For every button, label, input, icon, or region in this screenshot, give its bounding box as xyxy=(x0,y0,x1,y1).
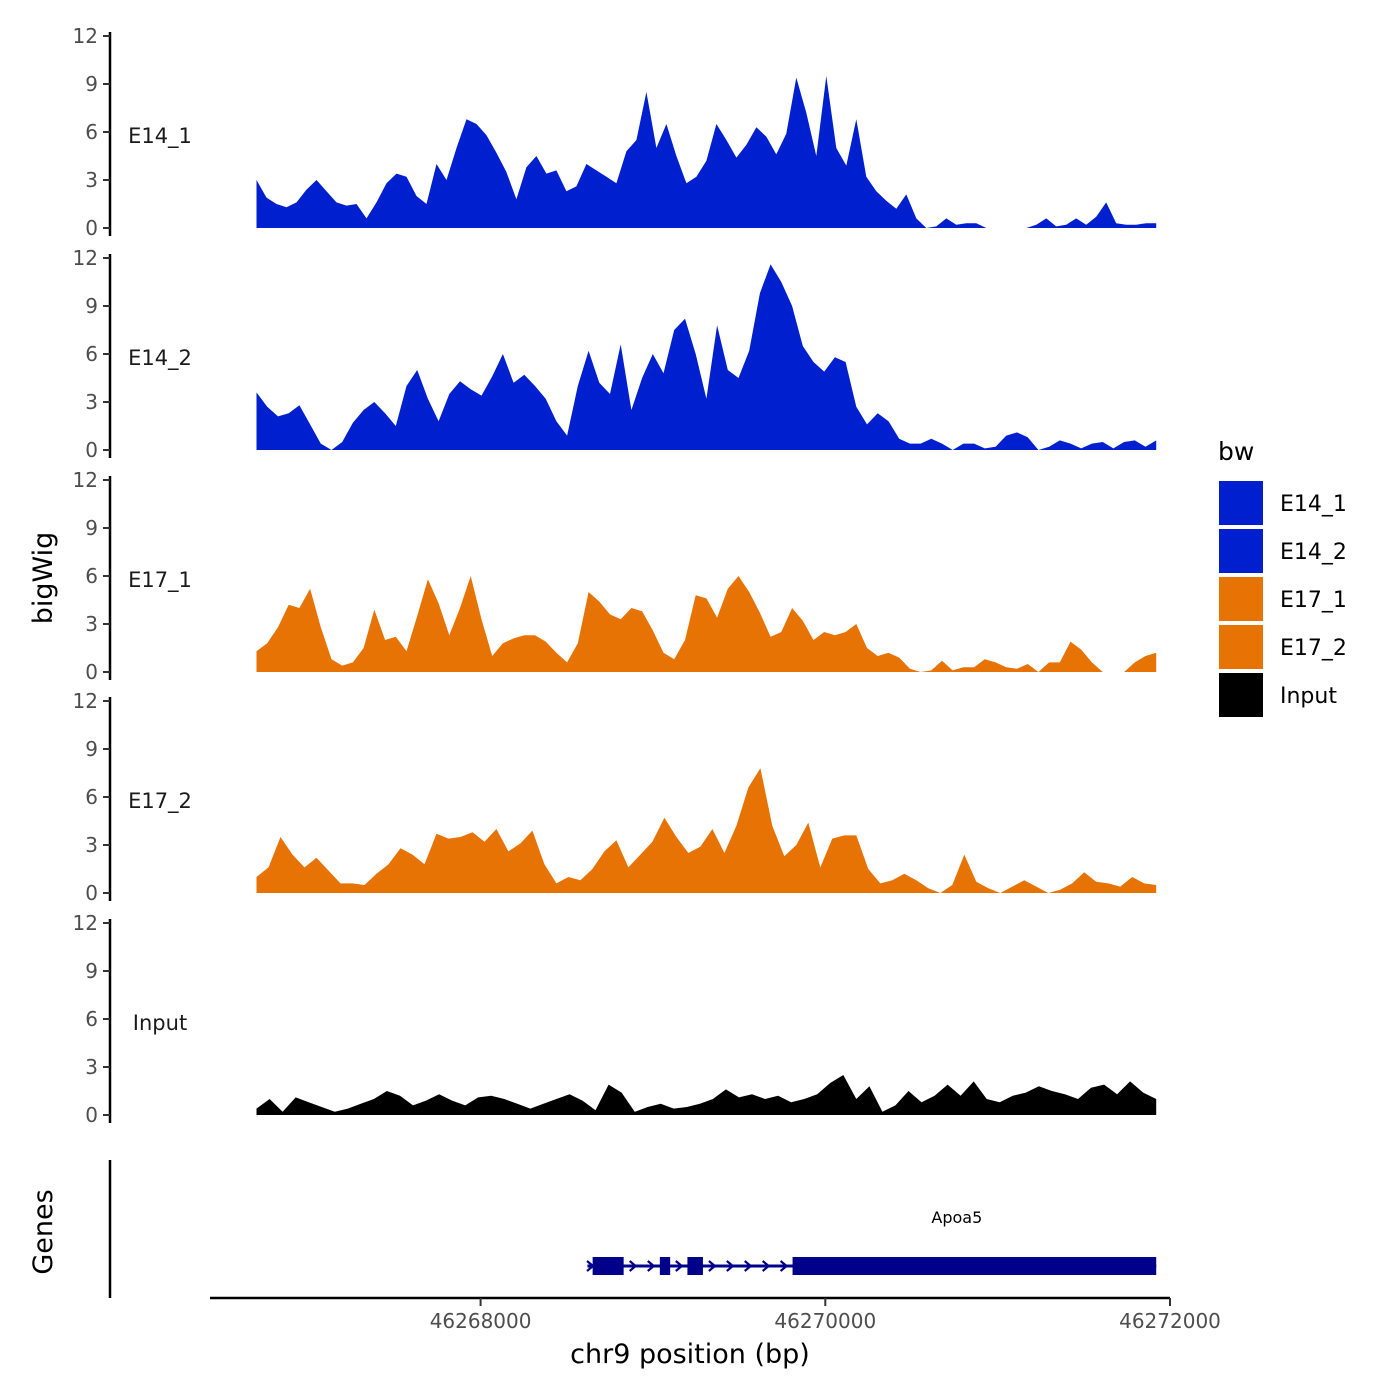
track-e14-2: 0 3 6 9 12 E14_2 xyxy=(73,246,1157,462)
exon xyxy=(792,1257,1157,1275)
y-tick-label: 0 xyxy=(85,660,98,684)
track-label: E17_1 xyxy=(128,568,192,593)
legend-entry: E14_2 xyxy=(1217,527,1347,575)
legend-label: E17_1 xyxy=(1280,588,1347,613)
x-tick-label: 46272000 xyxy=(1119,1309,1221,1333)
genes-axis-title: Genes xyxy=(28,1189,59,1274)
legend-entry: E17_1 xyxy=(1217,575,1347,623)
y-tick-label: 12 xyxy=(73,246,98,270)
direction-chevron xyxy=(779,1260,789,1272)
x-axis: 46268000 46270000 46272000 xyxy=(210,1296,1221,1333)
legend-entry: Input xyxy=(1217,671,1337,719)
y-tick-label: 6 xyxy=(85,342,98,366)
y-tick-label: 3 xyxy=(85,612,98,636)
x-tick-label: 46268000 xyxy=(430,1309,532,1333)
legend-key xyxy=(1217,623,1265,671)
direction-chevron xyxy=(744,1260,753,1272)
y-tick-label: 6 xyxy=(85,1007,98,1031)
legend-label: E14_1 xyxy=(1280,492,1347,517)
direction-chevron xyxy=(628,1260,638,1272)
track-e17-1: 0 3 6 9 12 E17_1 xyxy=(73,468,1157,684)
track-e14-1: 0 3 6 9 12 E14_1 xyxy=(73,24,1157,240)
y-tick-label: 12 xyxy=(73,689,98,713)
track-label: Input xyxy=(133,1011,187,1035)
y-tick-label: 6 xyxy=(85,120,98,144)
coverage-area xyxy=(256,768,1157,893)
track-label: E14_1 xyxy=(128,124,192,149)
legend-label: Input xyxy=(1280,684,1337,709)
gene-apoa5: Apoa5 xyxy=(586,1208,1157,1275)
tracks-group: 0 3 6 9 12 E14_1 0 3 6 9 12 E14_2 0 3 6 9 12 E17_1 0 3 6 9 12 E… xyxy=(73,24,1157,1127)
y-tick-label: 0 xyxy=(85,881,98,905)
legend-label: E14_2 xyxy=(1280,540,1347,565)
legend-entry: E17_2 xyxy=(1217,623,1347,671)
y-tick-label: 9 xyxy=(85,72,98,96)
y-axis-title: bigWig xyxy=(28,532,59,625)
y-tick-label: 0 xyxy=(85,438,98,462)
y-tick-label: 6 xyxy=(85,785,98,809)
y-tick-label: 3 xyxy=(85,833,98,857)
x-tick-label: 46270000 xyxy=(774,1309,876,1333)
x-axis-title: chr9 position (bp) xyxy=(570,1339,810,1370)
y-tick-label: 12 xyxy=(73,911,98,935)
direction-chevron xyxy=(675,1260,684,1272)
legend-title: bw xyxy=(1218,437,1254,466)
direction-chevron xyxy=(726,1260,735,1272)
coverage-area xyxy=(256,576,1157,672)
track-label: E17_2 xyxy=(128,789,192,814)
y-tick-label: 0 xyxy=(85,1103,98,1127)
y-tick-label: 12 xyxy=(73,24,98,48)
exon xyxy=(659,1257,671,1275)
y-tick-label: 9 xyxy=(85,959,98,983)
direction-chevron xyxy=(647,1260,656,1272)
y-tick-label: 3 xyxy=(85,1055,98,1079)
legend: bw E14_1 E14_2 E17_1 E17_2 Input xyxy=(1217,437,1347,719)
y-tick-label: 9 xyxy=(85,294,98,318)
gene-name: Apoa5 xyxy=(931,1208,982,1227)
track-input: 0 3 6 9 12 Input xyxy=(73,911,1157,1127)
y-tick-label: 9 xyxy=(85,737,98,761)
y-tick-label: 3 xyxy=(85,390,98,414)
y-tick-label: 0 xyxy=(85,216,98,240)
legend-key xyxy=(1217,479,1265,527)
legend-key xyxy=(1217,527,1265,575)
y-tick-label: 6 xyxy=(85,564,98,588)
track-label: E14_2 xyxy=(128,346,192,371)
genes-panel: Apoa5 xyxy=(108,1160,1157,1298)
exon xyxy=(592,1257,624,1275)
coverage-area xyxy=(256,76,1157,228)
legend-label: E17_2 xyxy=(1280,636,1347,661)
y-tick-label: 9 xyxy=(85,516,98,540)
legend-key xyxy=(1217,671,1265,719)
y-tick-label: 12 xyxy=(73,468,98,492)
direction-chevron xyxy=(761,1260,771,1272)
direction-chevron xyxy=(708,1260,717,1272)
y-tick-label: 3 xyxy=(85,168,98,192)
exon xyxy=(687,1257,703,1275)
legend-key xyxy=(1217,575,1265,623)
coverage-area xyxy=(256,264,1157,450)
coverage-area xyxy=(256,1075,1157,1115)
track-e17-2: 0 3 6 9 12 E17_2 xyxy=(73,689,1157,905)
legend-entry: E14_1 xyxy=(1217,479,1347,527)
